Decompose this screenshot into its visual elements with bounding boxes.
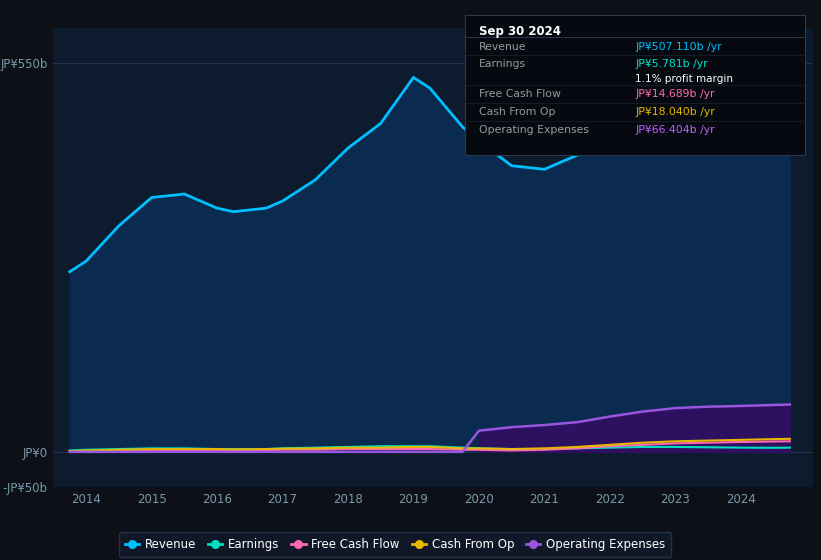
Text: 1.1% profit margin: 1.1% profit margin	[635, 74, 733, 85]
Text: Cash From Op: Cash From Op	[479, 107, 555, 116]
Text: Earnings: Earnings	[479, 59, 525, 69]
Text: JP¥5.781b /yr: JP¥5.781b /yr	[635, 59, 708, 69]
Text: JP¥507.110b /yr: JP¥507.110b /yr	[635, 41, 722, 52]
Text: JP¥18.040b /yr: JP¥18.040b /yr	[635, 107, 715, 116]
Legend: Revenue, Earnings, Free Cash Flow, Cash From Op, Operating Expenses: Revenue, Earnings, Free Cash Flow, Cash …	[119, 532, 672, 557]
Text: Sep 30 2024: Sep 30 2024	[479, 25, 561, 38]
Text: JP¥66.404b /yr: JP¥66.404b /yr	[635, 125, 714, 135]
Text: JP¥14.689b /yr: JP¥14.689b /yr	[635, 89, 714, 99]
Text: Free Cash Flow: Free Cash Flow	[479, 89, 561, 99]
Text: Operating Expenses: Operating Expenses	[479, 125, 589, 135]
Text: Revenue: Revenue	[479, 41, 526, 52]
